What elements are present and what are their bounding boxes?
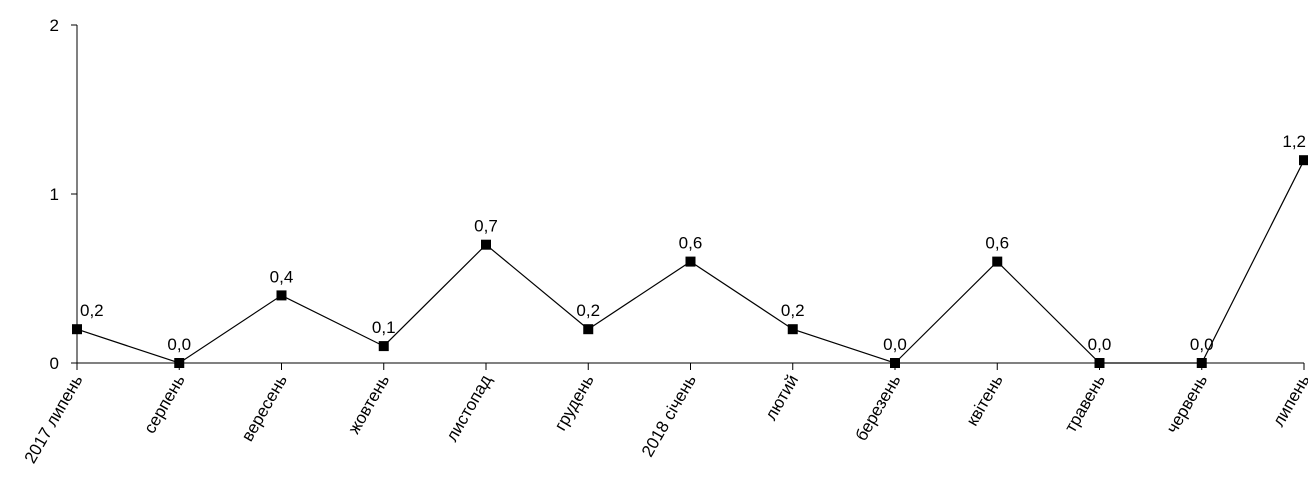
x-tick-label: квітень — [962, 371, 1006, 429]
data-point-marker — [481, 239, 491, 250]
data-point-marker — [787, 324, 798, 335]
data-point-marker — [1094, 358, 1105, 368]
data-label: 0,2 — [781, 301, 805, 320]
data-label: 0,2 — [576, 301, 600, 320]
data-point-marker — [685, 256, 696, 267]
data-point-marker — [1299, 155, 1308, 166]
x-tick-label: серпень — [140, 371, 189, 436]
x-tick-label: вересень — [238, 371, 291, 444]
data-label: 0,0 — [1088, 335, 1112, 354]
x-tick-label: листопад — [442, 371, 495, 444]
data-labels: 0,2 0,0 0,4 0,1 0,7 0,2 0,6 0,2 0,0 0,6 0,0 0,0 1,2 — [80, 132, 1306, 354]
data-point-marker — [72, 324, 82, 335]
data-point-marker — [174, 358, 185, 368]
x-tick-label: червень — [1163, 371, 1212, 436]
data-label: 0,0 — [167, 335, 191, 354]
x-tick-label: 2017 липень — [21, 371, 87, 466]
data-label: 0,1 — [372, 318, 396, 337]
x-tick-label: липень — [1269, 371, 1308, 429]
x-tick-label: жовтень — [344, 371, 393, 437]
x-tick-label: грудень — [551, 371, 598, 433]
data-point-marker — [276, 290, 287, 301]
data-label: 1,2 — [1282, 132, 1306, 151]
data-label: 0,0 — [1190, 335, 1214, 354]
x-tick-label: травень — [1061, 371, 1109, 435]
y-axis-ticks: 0 1 2 — [50, 16, 77, 373]
x-tick-label: березень — [852, 371, 905, 444]
y-tick-label: 1 — [50, 185, 59, 204]
y-tick-label: 2 — [50, 16, 59, 35]
data-label: 0,6 — [985, 234, 1009, 253]
axes — [76, 25, 1304, 364]
x-tick-label: 2018 січень — [638, 371, 700, 460]
data-point-marker — [1196, 358, 1207, 368]
data-point-marker — [583, 324, 594, 335]
data-label: 0,2 — [80, 301, 104, 320]
data-point-marker — [890, 358, 900, 368]
series — [72, 155, 1308, 368]
x-tick-label: лютий — [761, 372, 802, 424]
data-label: 0,7 — [474, 217, 498, 236]
data-point-marker — [992, 256, 1003, 267]
data-label: 0,0 — [883, 335, 907, 354]
y-tick-label: 0 — [50, 354, 59, 373]
data-point-marker — [378, 341, 389, 352]
data-label: 0,6 — [679, 234, 703, 253]
data-label: 0,4 — [270, 267, 294, 286]
x-axis-ticks: 2017 липень серпень вересень жовтень листопа… — [21, 363, 1308, 467]
